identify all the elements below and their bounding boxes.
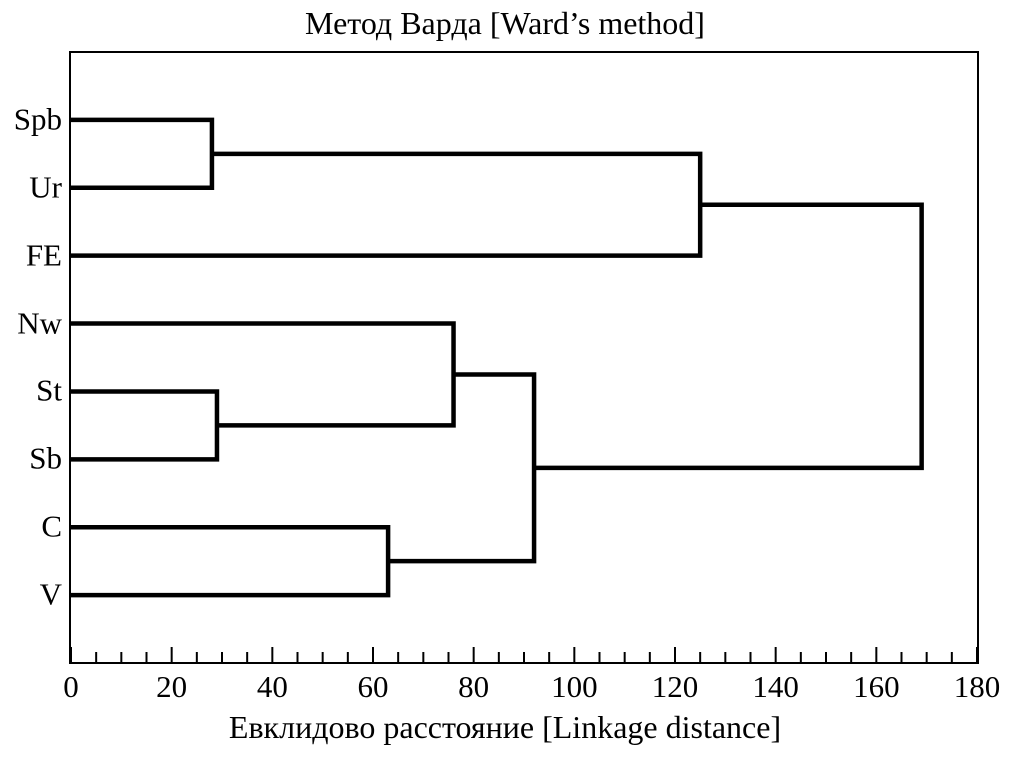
leaf-label-spb: Spb <box>13 101 62 137</box>
plot-border <box>69 51 979 664</box>
leaf-label-nw: Nw <box>17 304 62 340</box>
leaf-label-v: V <box>39 576 62 612</box>
x-tick-label-60: 60 <box>357 669 389 704</box>
leaf-label-ur: Ur <box>29 169 62 205</box>
x-tick-label-120: 120 <box>651 669 699 704</box>
x-tick-label-80: 80 <box>458 669 490 704</box>
x-tick-label-180: 180 <box>953 669 1001 704</box>
chart-title: Метод Варда [Ward’s method] <box>305 5 705 41</box>
x-axis-title: Евклидово расстояние [Linkage distance] <box>228 709 782 745</box>
x-tick-label-20: 20 <box>156 669 188 704</box>
x-tick-label-160: 160 <box>853 669 900 704</box>
x-tick-label-140: 140 <box>752 669 799 704</box>
x-tick-label-100: 100 <box>551 669 598 704</box>
leaf-label-fe: FE <box>25 236 62 272</box>
leaf-label-c: C <box>41 508 62 544</box>
x-tick-label-40: 40 <box>256 669 288 704</box>
x-tick-label-0: 0 <box>63 669 79 704</box>
y-axis-labels: Spb Ur FE Nw St Sb C V <box>0 0 62 764</box>
dendrogram-link <box>71 117 215 191</box>
leaf-label-sb: Sb <box>29 440 62 476</box>
dendrogram-link <box>534 202 924 471</box>
dendrogram-link <box>71 321 456 428</box>
leaf-label-st: St <box>36 372 62 408</box>
